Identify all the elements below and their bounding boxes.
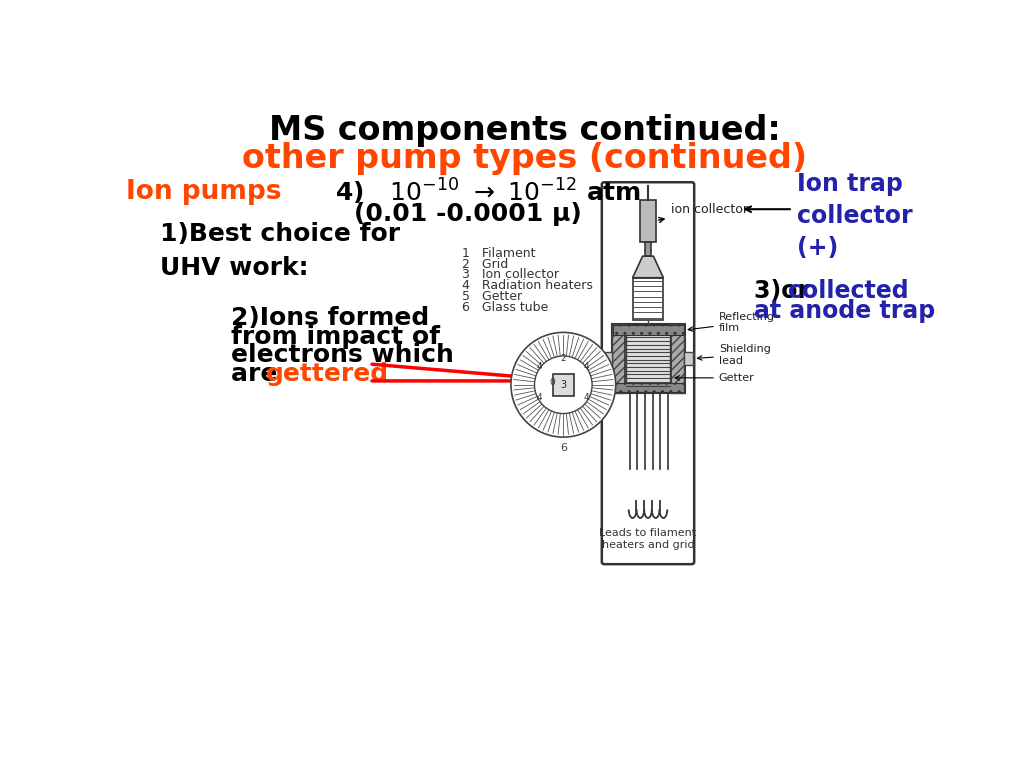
Text: from impact of: from impact of: [230, 325, 439, 349]
Bar: [684, 353, 693, 365]
Text: 4)   $10^{-10}$ $\rightarrow$ $10^{-12}$ atm: 4) $10^{-10}$ $\rightarrow$ $10^{-12}$ a…: [335, 177, 641, 207]
Text: Shielding
lead: Shielding lead: [697, 344, 771, 366]
Circle shape: [511, 333, 615, 437]
Text: other pump types (continued): other pump types (continued): [243, 142, 807, 175]
Bar: [625, 330, 671, 387]
Text: collected: collected: [788, 279, 908, 303]
Text: gettered: gettered: [266, 362, 389, 386]
Text: Ion trap
collector: Ion trap collector: [797, 172, 912, 228]
Text: 3)or: 3)or: [755, 279, 817, 303]
Text: 2)Ions formed: 2)Ions formed: [230, 306, 429, 330]
Text: 2   Grid: 2 Grid: [462, 258, 508, 270]
Text: 3   Ion collector: 3 Ion collector: [462, 269, 559, 282]
Text: 4   Radiation heaters: 4 Radiation heaters: [462, 280, 593, 293]
Bar: [645, 243, 651, 257]
Text: 1   Filament: 1 Filament: [462, 247, 536, 260]
Text: 4: 4: [584, 393, 590, 402]
Text: 1)Best choice for
UHV work:: 1)Best choice for UHV work:: [160, 222, 400, 280]
Text: 3: 3: [560, 379, 566, 390]
Text: are: are: [230, 362, 286, 386]
Text: 5   Getter: 5 Getter: [462, 290, 522, 303]
Bar: [612, 383, 684, 392]
Text: electrons which: electrons which: [230, 343, 454, 367]
Text: 6   Glass tube: 6 Glass tube: [462, 301, 548, 314]
Text: Leads to filament
heaters and grid: Leads to filament heaters and grid: [599, 528, 696, 551]
Text: 0: 0: [549, 378, 555, 387]
Bar: [602, 353, 611, 365]
Bar: [612, 326, 684, 335]
Text: (0.01 -0.0001 μ): (0.01 -0.0001 μ): [354, 202, 582, 226]
Text: Reflecting
film: Reflecting film: [688, 312, 775, 333]
Text: MS components continued:: MS components continued:: [269, 114, 780, 147]
Text: Getter: Getter: [675, 372, 755, 382]
Bar: [640, 200, 656, 243]
Bar: [633, 278, 664, 320]
Circle shape: [535, 356, 592, 413]
Text: 4: 4: [537, 362, 543, 371]
Text: at anode trap: at anode trap: [755, 299, 936, 323]
Bar: [611, 324, 685, 393]
Text: Ion pumps: Ion pumps: [126, 179, 282, 205]
Text: (+): (+): [797, 237, 838, 260]
Text: 4: 4: [537, 393, 543, 402]
Text: 2: 2: [560, 354, 566, 363]
Text: 6: 6: [560, 443, 567, 453]
Text: 4: 4: [584, 362, 590, 371]
Bar: [553, 374, 574, 396]
Bar: [611, 324, 626, 393]
Text: ion collector: ion collector: [658, 203, 749, 223]
Polygon shape: [633, 257, 664, 278]
Bar: [671, 324, 684, 393]
